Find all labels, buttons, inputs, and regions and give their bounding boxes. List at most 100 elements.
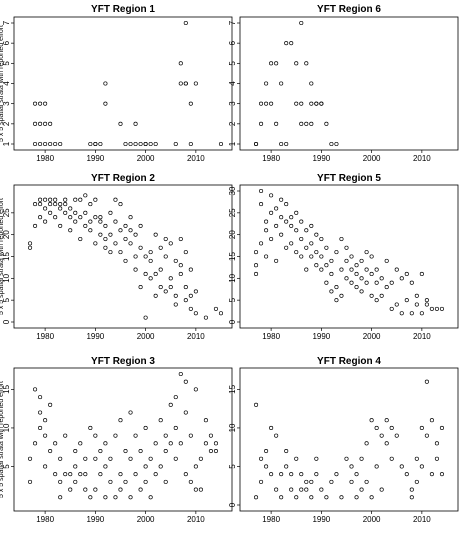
y-tick-label: 10 (228, 273, 237, 282)
data-point (27, 456, 33, 461)
data-point (384, 418, 389, 423)
x-tick-label: 1990 (312, 332, 330, 341)
data-point (53, 215, 58, 220)
data-point (118, 121, 123, 126)
data-point (38, 101, 43, 106)
y-tick-label: 7 (228, 20, 237, 25)
data-point (253, 271, 259, 277)
data-point (274, 223, 279, 228)
data-point (389, 280, 394, 285)
data-point (38, 215, 43, 220)
data-point (409, 311, 414, 316)
data-point (143, 141, 148, 147)
data-point (63, 472, 68, 477)
data-point (53, 441, 58, 446)
data-point (434, 456, 439, 461)
x-tick-label: 2010 (413, 154, 431, 163)
data-point (68, 215, 73, 220)
data-point (439, 472, 445, 477)
data-point (279, 232, 284, 237)
data-point (158, 418, 163, 423)
data-point (128, 215, 133, 220)
data-point (178, 236, 183, 242)
data-point (299, 101, 304, 106)
y-tick-label: 15 (2, 252, 11, 261)
data-point (319, 254, 324, 259)
data-point (168, 285, 173, 290)
data-point (364, 479, 369, 484)
data-point (279, 141, 284, 147)
panel-3: YFT Region 2 1980 1990 2000 2010 0 5 10 15 20 255 … (0, 173, 233, 341)
data-point (203, 441, 208, 446)
data-point (158, 245, 163, 250)
data-point (269, 425, 274, 430)
data-point (284, 219, 289, 224)
data-point (374, 425, 379, 430)
data-point (279, 215, 284, 220)
data-point (193, 289, 198, 294)
data-point (419, 311, 424, 316)
data-point (58, 223, 63, 228)
data-point (58, 456, 63, 461)
data-point (48, 197, 53, 202)
data-point (274, 121, 279, 126)
data-point (73, 464, 78, 469)
data-point (324, 280, 329, 285)
data-point (133, 254, 138, 259)
data-point (188, 293, 193, 298)
data-point (53, 202, 58, 207)
y-tick-label: 5 (2, 297, 11, 302)
data-point (399, 276, 404, 281)
data-point (314, 250, 319, 255)
data-point (213, 441, 219, 446)
data-point (349, 254, 354, 259)
x-tick-label: 2000 (137, 154, 155, 163)
y-tick-label: 30 (228, 186, 237, 195)
data-point (63, 210, 68, 215)
data-point (399, 311, 404, 316)
y-tick-label: 4 (2, 81, 11, 86)
data-point (359, 487, 364, 492)
data-point (123, 449, 128, 454)
data-point (183, 472, 188, 477)
data-point (123, 223, 128, 228)
data-point (153, 472, 158, 477)
data-point (314, 456, 319, 461)
data-point (163, 479, 168, 484)
plot-frame (239, 367, 459, 512)
data-point (113, 433, 118, 438)
data-point (33, 387, 38, 392)
data-point (48, 202, 53, 207)
data-point (158, 464, 163, 469)
data-point (48, 449, 53, 454)
data-point (424, 302, 429, 307)
data-point (309, 254, 314, 259)
data-point (158, 267, 163, 272)
data-point (284, 245, 289, 250)
data-point (289, 41, 294, 46)
data-point (98, 472, 103, 477)
data-point (289, 472, 294, 477)
data-point (148, 250, 153, 255)
data-point (58, 202, 63, 207)
data-point (143, 254, 148, 259)
data-point (269, 236, 274, 242)
data-point (269, 193, 274, 198)
x-tick-label: 1990 (312, 154, 330, 163)
data-point (339, 267, 344, 272)
data-point (27, 479, 33, 484)
data-point (173, 141, 178, 147)
data-point (83, 223, 88, 228)
data-point (314, 472, 319, 477)
data-point (38, 197, 43, 202)
data-point (334, 472, 339, 477)
y-tick-label: 5 (228, 61, 237, 66)
data-point (374, 267, 379, 272)
plot-frame (13, 184, 233, 329)
data-point (173, 258, 178, 263)
data-point (118, 202, 123, 207)
data-point (153, 271, 158, 277)
panel-6: YFT Region 4 1980 1990 2000 2010 0 5 10 15 (228, 356, 459, 524)
data-point (38, 395, 43, 400)
